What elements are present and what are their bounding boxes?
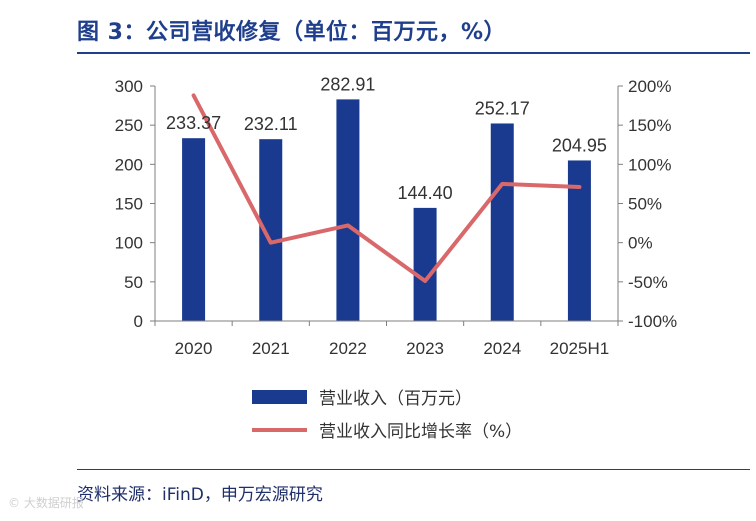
bar-2025H1 bbox=[567, 160, 591, 321]
chart-legend: 营业收入（百万元） 营业收入同比增长率（%） bbox=[252, 380, 522, 446]
bar-data-label-2020: 233.37 bbox=[166, 113, 221, 133]
right-tick-label: 50% bbox=[628, 195, 662, 214]
x-tick-label-2025H1: 2025H1 bbox=[550, 339, 610, 358]
growth-rate-line bbox=[191, 93, 582, 284]
left-tick-label: 300 bbox=[115, 77, 143, 96]
source-note: 资料来源：iFinD，申万宏源研究 bbox=[77, 485, 323, 505]
legend-label-revenue: 营业收入（百万元） bbox=[319, 389, 472, 409]
x-tick-label-2024: 2024 bbox=[483, 339, 521, 358]
left-tick-label: 200 bbox=[115, 155, 143, 174]
x-tick-label-2021: 2021 bbox=[252, 339, 290, 358]
x-tick-label-2022: 2022 bbox=[329, 339, 367, 358]
left-tick-label: 50 bbox=[124, 273, 143, 292]
left-tick-label: 0 bbox=[134, 312, 143, 331]
right-tick-label: 150% bbox=[628, 116, 671, 135]
revenue-chart: 0 50 100 150 200 250 300 -100% -50% 0% 50% 100% 150%… bbox=[115, 74, 678, 358]
title-divider bbox=[77, 52, 750, 54]
bar-2020 bbox=[182, 138, 206, 321]
left-tick-label: 100 bbox=[115, 234, 143, 253]
right-tick-label: 100% bbox=[628, 155, 671, 174]
figure-title: 图 3：公司营收修复（单位：百万元，%） bbox=[77, 20, 507, 45]
bar-data-label-2021: 232.11 bbox=[244, 114, 298, 134]
right-tick-label: 0% bbox=[628, 234, 653, 253]
right-tick-label: 200% bbox=[628, 77, 671, 96]
legend-item-growth: 营业收入同比增长率（%） bbox=[252, 413, 522, 446]
bar-data-label-2024: 252.17 bbox=[475, 98, 530, 118]
legend-item-revenue: 营业收入（百万元） bbox=[252, 380, 522, 413]
bar-2022 bbox=[336, 99, 360, 321]
bar-2024 bbox=[490, 123, 514, 322]
left-tick-label: 250 bbox=[115, 116, 143, 135]
footer-divider bbox=[77, 469, 750, 470]
left-tick-label: 150 bbox=[115, 195, 143, 214]
x-tick-label-2023: 2023 bbox=[406, 339, 444, 358]
legend-label-growth: 营业收入同比增长率（%） bbox=[319, 422, 523, 442]
bar-data-label-2022: 282.91 bbox=[320, 74, 375, 94]
watermark-text: © 大数据研报 bbox=[8, 496, 84, 510]
legend-swatch-line bbox=[252, 427, 307, 432]
bar-data-label-2025H1: 204.95 bbox=[552, 135, 607, 155]
right-tick-label: -100% bbox=[628, 312, 677, 331]
bar-2021 bbox=[259, 139, 283, 321]
bar-data-label-2023: 144.40 bbox=[398, 183, 453, 203]
x-tick-label-2020: 2020 bbox=[175, 339, 213, 358]
bar-2023 bbox=[413, 207, 437, 321]
right-tick-label: -50% bbox=[628, 273, 668, 292]
legend-swatch-bar bbox=[252, 389, 307, 404]
